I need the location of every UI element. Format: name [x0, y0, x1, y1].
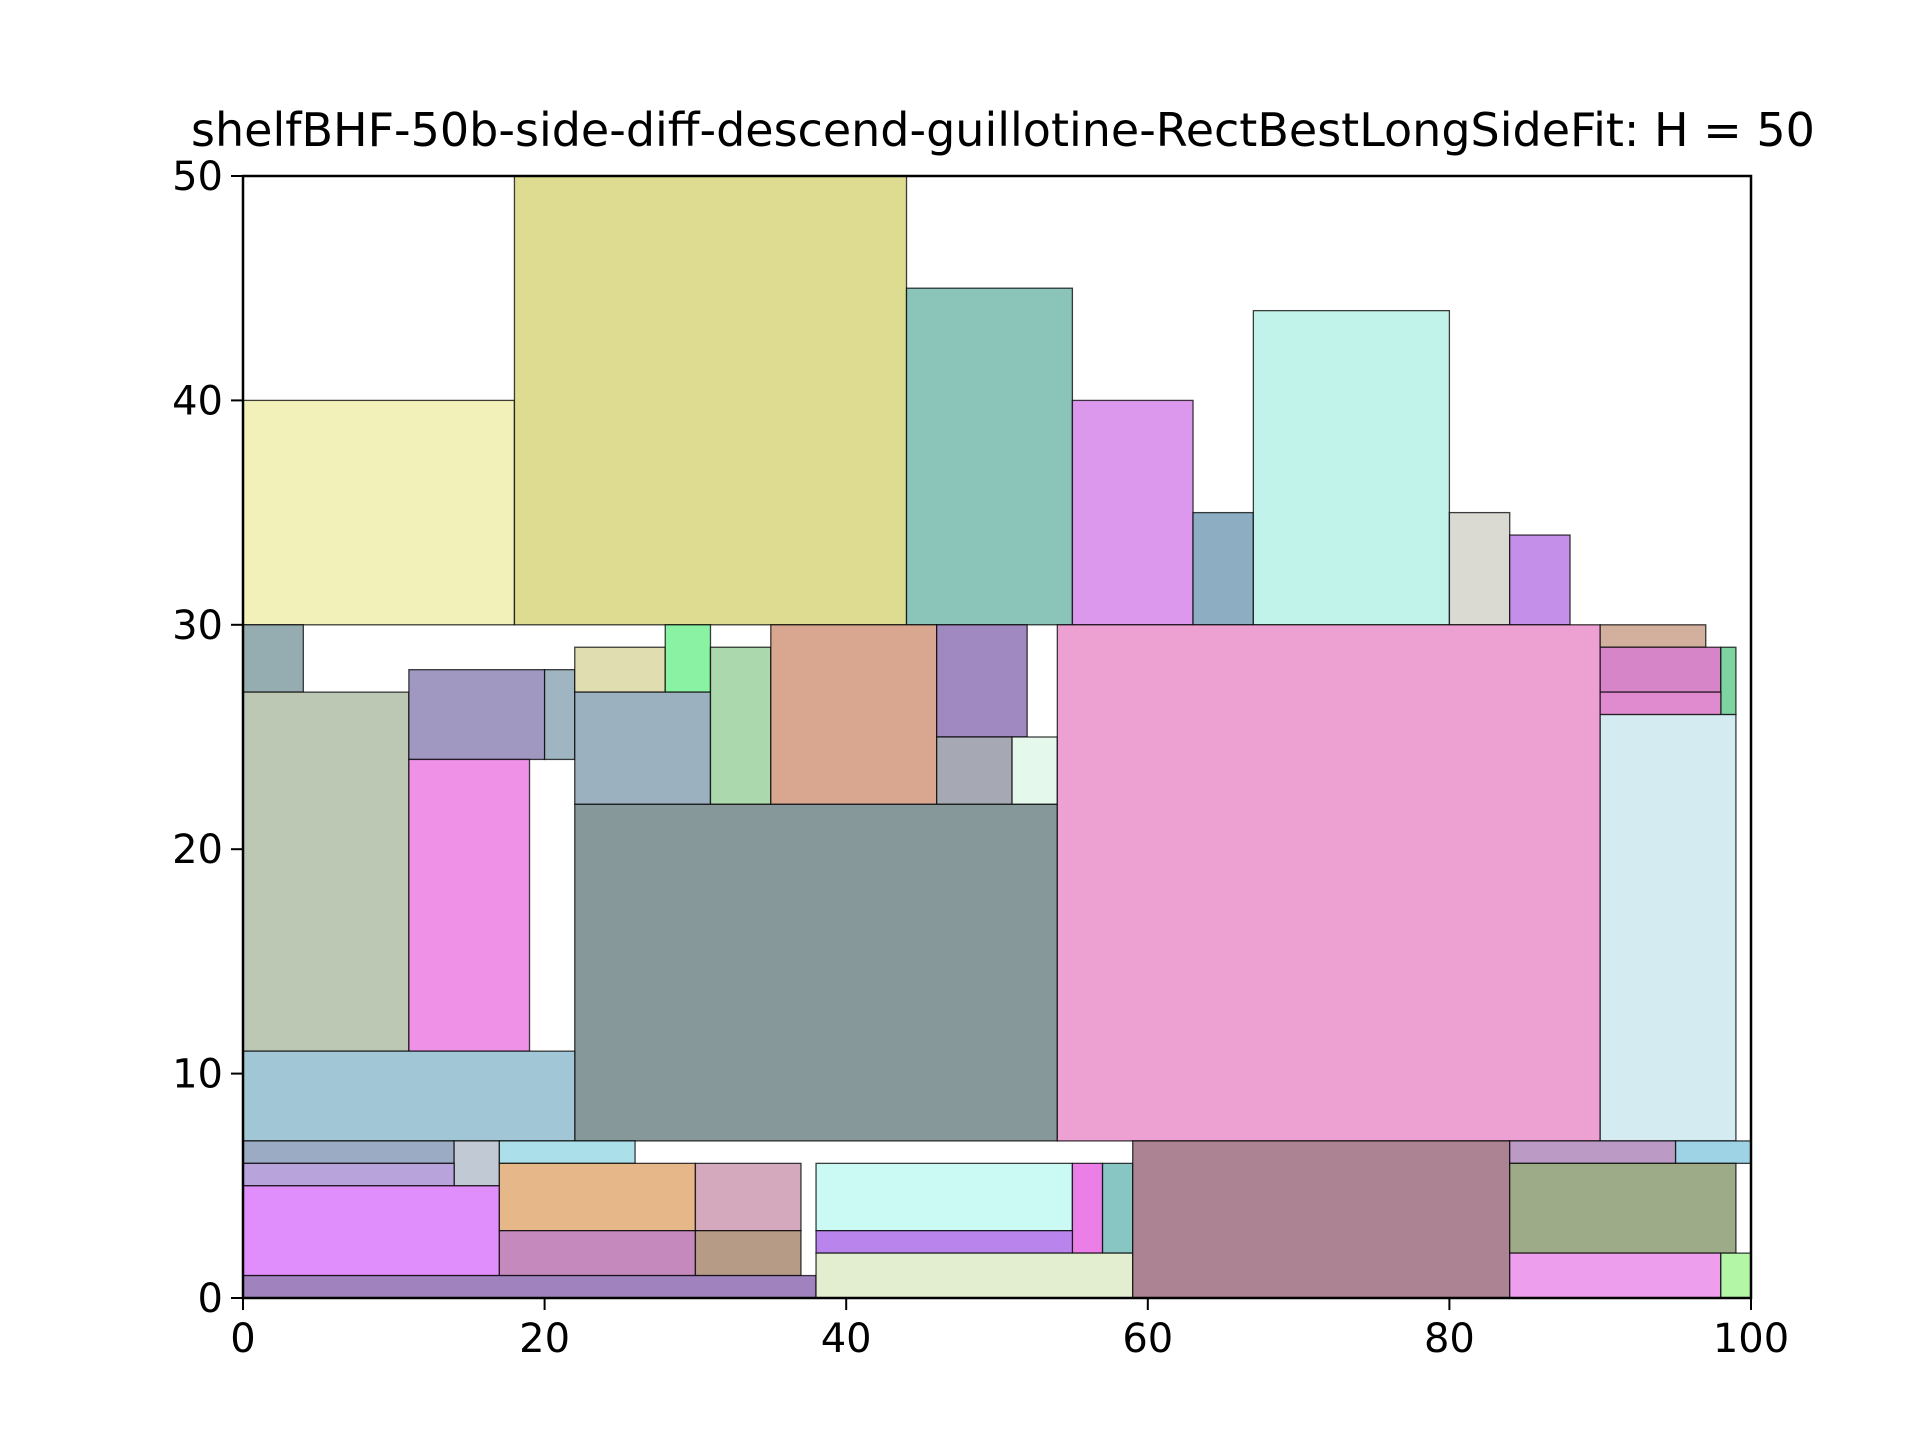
packed-rect-3	[1071, 399, 1194, 626]
chart-title: shelfBHF-50b-side-diff-descend-guillotin…	[191, 103, 1815, 157]
packed-rect-4	[1192, 511, 1255, 626]
packed-rect-36	[498, 1230, 697, 1277]
y-axis: 0 10 20 30 40 50	[172, 154, 243, 1322]
packed-rect-1	[513, 175, 908, 626]
x-tick-label: 80	[1424, 1316, 1475, 1362]
packed-rect-14	[664, 624, 712, 693]
packed-rect-18	[936, 624, 1028, 738]
y-tick-label: 40	[172, 378, 223, 424]
packed-rect-43	[815, 1252, 1134, 1299]
packed-rect-15	[574, 691, 712, 805]
packed-rect-5	[1252, 309, 1451, 626]
x-tick-label: 60	[1122, 1316, 1173, 1362]
packed-rect-16	[709, 646, 772, 805]
packed-rect-24	[1599, 624, 1707, 648]
packed-rect-45	[1509, 1140, 1677, 1165]
packed-rect-8	[242, 624, 304, 693]
packed-rect-22	[1056, 624, 1601, 1142]
packed-rect-32	[242, 1162, 455, 1187]
y-tick-label: 30	[172, 603, 223, 649]
packed-rect-6	[1448, 511, 1511, 626]
packed-rect-40	[1071, 1162, 1104, 1254]
packed-rect-28	[1599, 713, 1737, 1142]
packed-rect-30	[453, 1140, 501, 1187]
packed-rect-9	[242, 691, 410, 1052]
x-tick-label: 100	[1713, 1316, 1789, 1362]
packed-rect-46	[1674, 1140, 1752, 1165]
packed-rect-33	[242, 1185, 501, 1277]
x-tick-label: 0	[230, 1316, 255, 1362]
x-tick-label: 40	[821, 1316, 872, 1362]
packed-rect-41	[1101, 1162, 1134, 1254]
x-tick-label: 20	[519, 1316, 570, 1362]
packed-rect-48	[1509, 1252, 1722, 1299]
packed-rect-39	[815, 1162, 1074, 1232]
y-tick-label: 50	[172, 154, 223, 200]
packed-rect-29	[242, 1140, 455, 1165]
packed-rect-26	[1720, 646, 1737, 716]
packed-rect-31	[498, 1140, 636, 1165]
packed-rect-2	[905, 287, 1074, 626]
packed-rect-42	[815, 1230, 1074, 1254]
packed-rect-10	[408, 669, 546, 761]
y-tick-label: 10	[172, 1052, 223, 1098]
packed-rectangles	[242, 175, 1752, 1299]
packed-rect-37	[694, 1230, 802, 1277]
packed-rect-7	[1509, 534, 1571, 626]
packed-rect-19	[936, 736, 1013, 805]
packed-rect-47	[1509, 1162, 1737, 1254]
y-tick-label: 20	[172, 827, 223, 873]
packed-rect-0	[242, 399, 516, 626]
packed-rect-27	[1599, 691, 1722, 716]
packed-rect-38	[242, 1274, 817, 1299]
packed-rect-12	[408, 758, 531, 1052]
y-tick-label: 0	[198, 1276, 223, 1322]
packed-rect-34	[498, 1162, 697, 1232]
packed-rect-25	[1599, 646, 1722, 693]
packed-rect-13	[574, 646, 666, 693]
packed-rect-44	[1132, 1140, 1511, 1299]
axes-frame	[241, 174, 1753, 1300]
packed-rect-20	[1011, 736, 1058, 805]
packed-rect-49	[1720, 1252, 1752, 1299]
packed-rect-21	[574, 803, 1058, 1142]
packed-rect-11	[543, 669, 576, 761]
packed-rect-23	[242, 1050, 576, 1142]
packed-rect-17	[770, 624, 938, 805]
packed-rect-35	[694, 1162, 802, 1232]
x-axis: 0 20 40 60 80 100	[230, 1298, 1789, 1362]
